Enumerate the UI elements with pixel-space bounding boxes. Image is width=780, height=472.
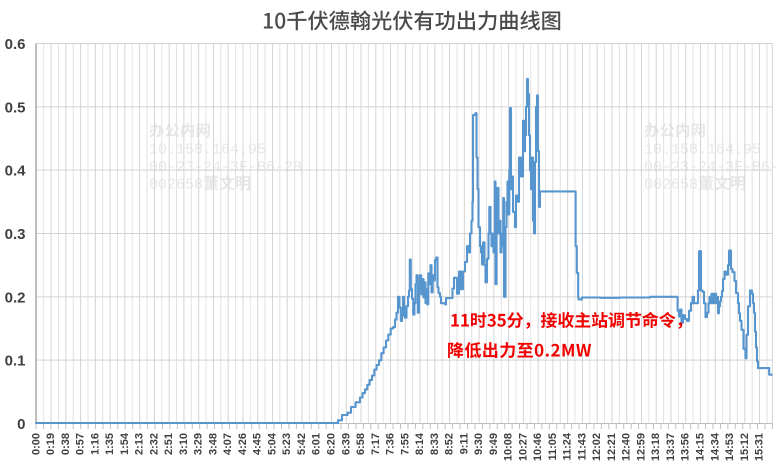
svg-text:8:33: 8:33 [429, 433, 441, 455]
svg-text:10:46: 10:46 [532, 433, 544, 461]
svg-text:2:13: 2:13 [134, 433, 146, 455]
svg-text:0.6: 0.6 [5, 36, 26, 53]
svg-text:11:05: 11:05 [547, 433, 559, 461]
svg-text:12:40: 12:40 [621, 433, 633, 461]
svg-text:14:15: 14:15 [695, 433, 707, 461]
svg-text:10:27: 10:27 [517, 433, 529, 461]
svg-text:6:39: 6:39 [340, 433, 352, 455]
svg-text:0.2: 0.2 [5, 289, 26, 306]
svg-text:0:19: 0:19 [45, 433, 57, 455]
svg-text:1:54: 1:54 [119, 432, 131, 455]
svg-text:0.3: 0.3 [5, 226, 26, 243]
svg-text:3:48: 3:48 [207, 433, 219, 455]
svg-text:00-23-24-3F-B6-2B: 00-23-24-3F-B6-2B [149, 159, 302, 176]
svg-text:8:14: 8:14 [414, 432, 426, 455]
svg-text:7:36: 7:36 [385, 433, 397, 455]
svg-text:1:35: 1:35 [104, 433, 116, 455]
svg-text:13:37: 13:37 [665, 433, 677, 461]
svg-text:12:59: 12:59 [635, 433, 647, 461]
svg-text:10.158.164.95: 10.158.164.95 [644, 142, 761, 159]
svg-text:9:11: 9:11 [458, 433, 470, 454]
svg-text:4:07: 4:07 [222, 433, 234, 455]
svg-text:3:29: 3:29 [193, 433, 205, 455]
svg-text:15:31: 15:31 [754, 433, 766, 461]
svg-text:15:12: 15:12 [739, 433, 751, 461]
svg-text:12:02: 12:02 [591, 433, 603, 461]
svg-text:6:58: 6:58 [355, 433, 367, 455]
svg-text:9:49: 9:49 [488, 433, 500, 455]
svg-text:0.5: 0.5 [5, 99, 26, 116]
svg-text:5:23: 5:23 [281, 433, 293, 455]
svg-text:14:53: 14:53 [724, 433, 736, 461]
svg-text:0.4: 0.4 [5, 163, 27, 180]
svg-text:4:45: 4:45 [252, 433, 264, 455]
svg-text:6:20: 6:20 [326, 433, 338, 455]
svg-text:0:00: 0:00 [30, 433, 42, 455]
svg-text:10:08: 10:08 [503, 433, 515, 461]
svg-text:9:30: 9:30 [473, 433, 485, 455]
svg-text:8:52: 8:52 [444, 433, 456, 455]
svg-text:10.158.164.95: 10.158.164.95 [149, 142, 266, 159]
svg-text:7:55: 7:55 [399, 433, 411, 455]
svg-text:6:01: 6:01 [311, 433, 323, 455]
svg-text:4:26: 4:26 [237, 433, 249, 455]
svg-text:2:51: 2:51 [163, 433, 175, 455]
svg-text:3:10: 3:10 [178, 433, 190, 455]
svg-text:11:24: 11:24 [562, 432, 574, 460]
svg-text:0:38: 0:38 [60, 433, 72, 455]
svg-text:14:34: 14:34 [709, 432, 721, 461]
svg-text:002658: 002658 [149, 177, 203, 194]
svg-text:5:42: 5:42 [296, 433, 308, 455]
svg-text:7:17: 7:17 [370, 433, 382, 455]
svg-text:13:18: 13:18 [650, 433, 662, 461]
svg-text:2:32: 2:32 [148, 433, 160, 455]
svg-text:1:16: 1:16 [89, 433, 101, 455]
svg-text:12:21: 12:21 [606, 433, 618, 461]
svg-text:0:57: 0:57 [75, 433, 87, 455]
svg-text:11:43: 11:43 [576, 433, 588, 461]
svg-text:0.1: 0.1 [5, 353, 26, 370]
svg-text:13:56: 13:56 [680, 433, 692, 461]
svg-text:5:04: 5:04 [266, 432, 278, 455]
svg-text:0: 0 [17, 416, 25, 433]
